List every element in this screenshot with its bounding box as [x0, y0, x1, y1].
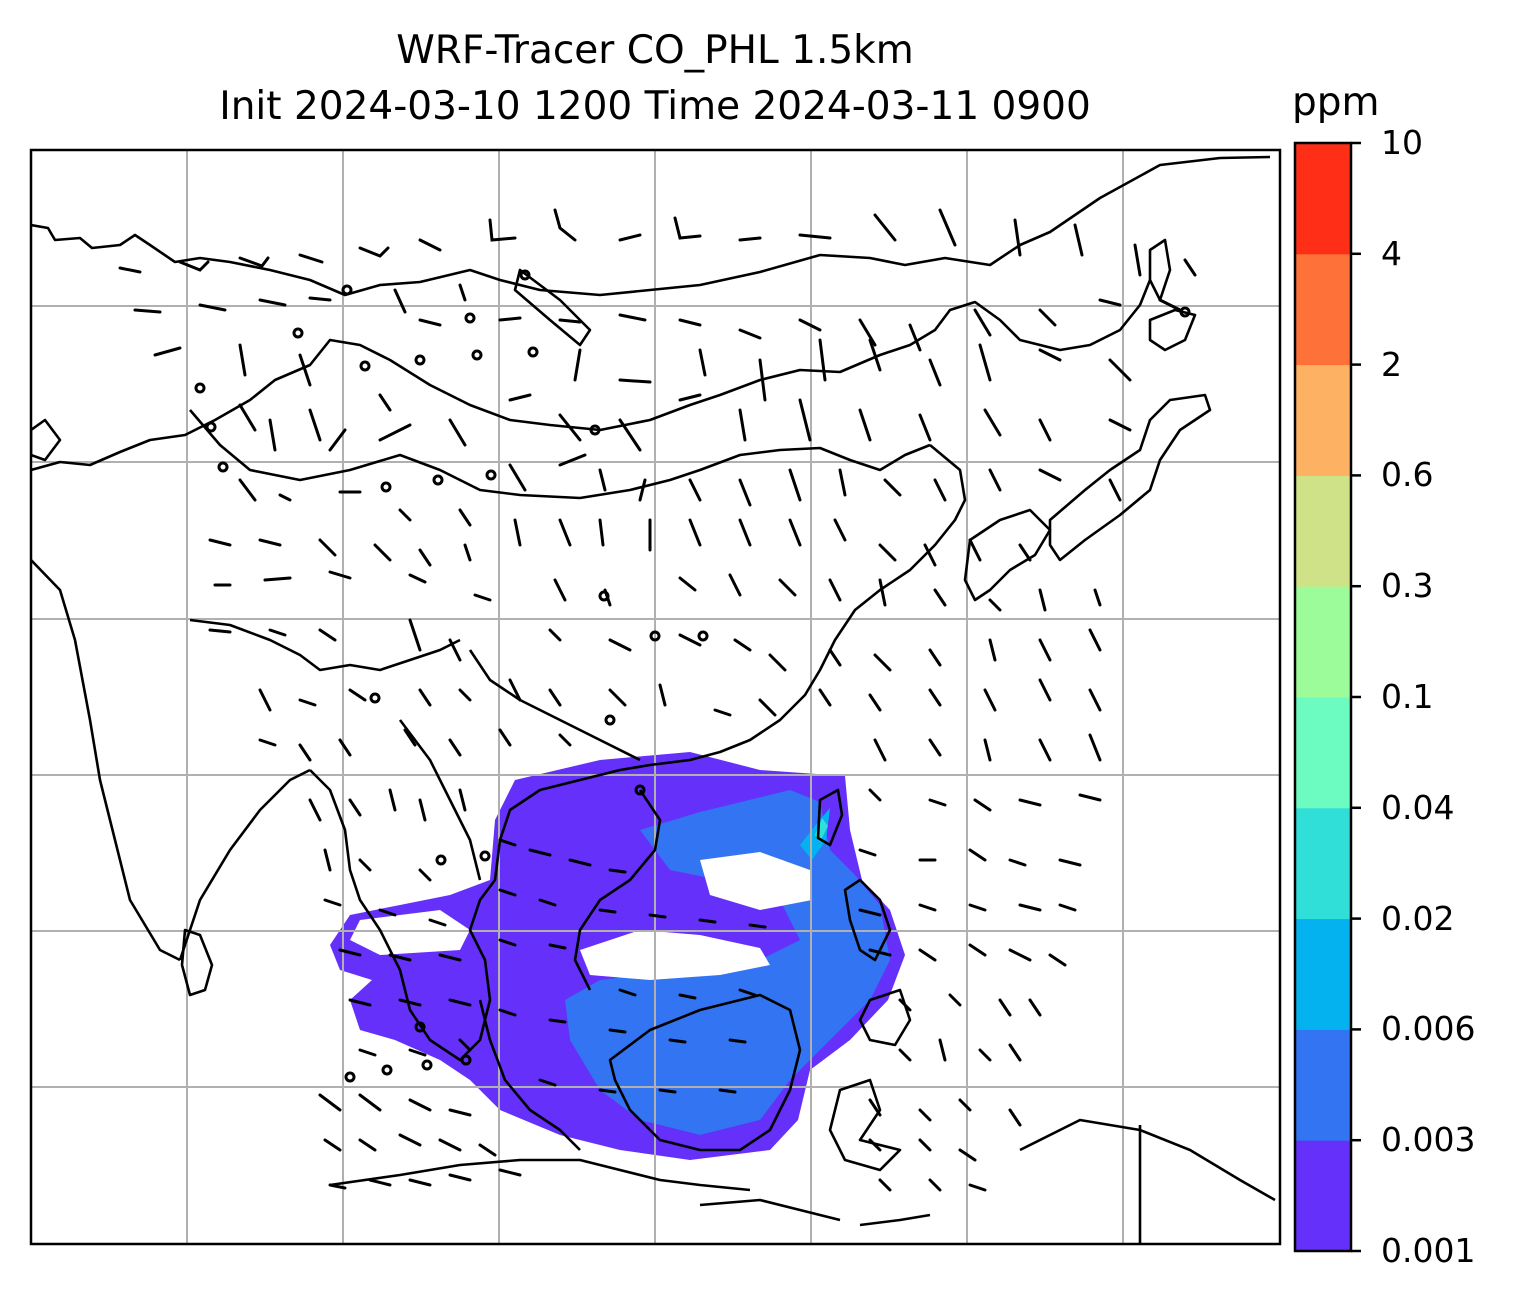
siberia-coast [31, 155, 1271, 297]
colorbar-tick-label: 0.02 [1381, 898, 1455, 938]
taiwan [816, 788, 844, 847]
colorbar-tick-label: 0.6 [1381, 455, 1434, 495]
mongolia-china-border [189, 409, 931, 500]
vietnam-coast [573, 789, 662, 991]
sulawesi [828, 1078, 902, 1172]
colorbar-ticks [1351, 141, 1361, 1253]
colorbar-segment [1295, 697, 1351, 809]
map-frame [29, 148, 1282, 1246]
colorbar-segment [1295, 1029, 1351, 1141]
new-guinea [1019, 1118, 1276, 1202]
colorbar-tick-label: 0.04 [1381, 787, 1455, 827]
japan-honshu [1048, 393, 1212, 562]
philippines-luzon [843, 878, 892, 962]
graticule [31, 150, 1280, 1244]
colorbar-segment [1295, 1140, 1351, 1252]
india-west-coast [31, 559, 181, 962]
colorbar-tick-label: 0.001 [1381, 1231, 1476, 1270]
plume-clear-patch-west [350, 910, 470, 955]
colorbar-segment [1295, 807, 1351, 920]
colorbar-segments [1295, 143, 1351, 1252]
malay-peninsula [478, 999, 581, 1151]
colorbar-tick-label: 0.1 [1381, 677, 1434, 716]
china-interior-border [468, 649, 641, 762]
korea-peninsula [963, 508, 1052, 602]
baikal [513, 268, 592, 347]
srilanka [180, 928, 214, 997]
plume-clear-patch-center [580, 930, 770, 980]
colorbar-tick-label: 0.003 [1381, 1120, 1476, 1160]
map-title-line-1: WRF-Tracer CO_PHL 1.5km [396, 28, 914, 73]
india-east-coast [178, 768, 311, 961]
colorbar-segment [1295, 253, 1351, 366]
caspian [31, 418, 62, 462]
map-title-line-2: Init 2024-03-10 1200 Time 2024-03-11 090… [219, 84, 1091, 129]
colorbar-segment [1295, 586, 1351, 698]
colorbar-tick-label: 4 [1381, 233, 1402, 273]
himalaya-border [189, 618, 461, 672]
colorbar-segment [1295, 475, 1351, 587]
china-east-coast [649, 444, 967, 767]
colorbar-segment [1295, 918, 1351, 1030]
java [699, 1198, 841, 1222]
colorbar-tick-label: 0.3 [1381, 566, 1434, 606]
borneo [608, 993, 802, 1152]
philippines-mindanao [858, 988, 912, 1047]
plume-clear-patch-north [700, 852, 812, 910]
tracer-plume [330, 752, 905, 1160]
calm-wind-markers [194, 269, 1191, 1083]
sumatra [329, 1158, 751, 1192]
colorbar-tick-label: 2 [1381, 344, 1402, 384]
colorbar-segment [1295, 364, 1351, 476]
colorbar-tick-label: 10 [1381, 123, 1423, 162]
lesser-sunda [859, 1213, 931, 1227]
colorbar-segment [1295, 143, 1351, 255]
colorbar [1293, 141, 1361, 1253]
colorbar-tick-label: 0.006 [1381, 1009, 1476, 1049]
colorbar-unit-label: ppm [1292, 80, 1380, 125]
sakhalin [1148, 238, 1172, 302]
myanmar-border [398, 719, 482, 881]
map-panel [31, 150, 1280, 1244]
wind-barbs [118, 208, 1197, 1192]
japan-hokkaido [1148, 308, 1197, 352]
